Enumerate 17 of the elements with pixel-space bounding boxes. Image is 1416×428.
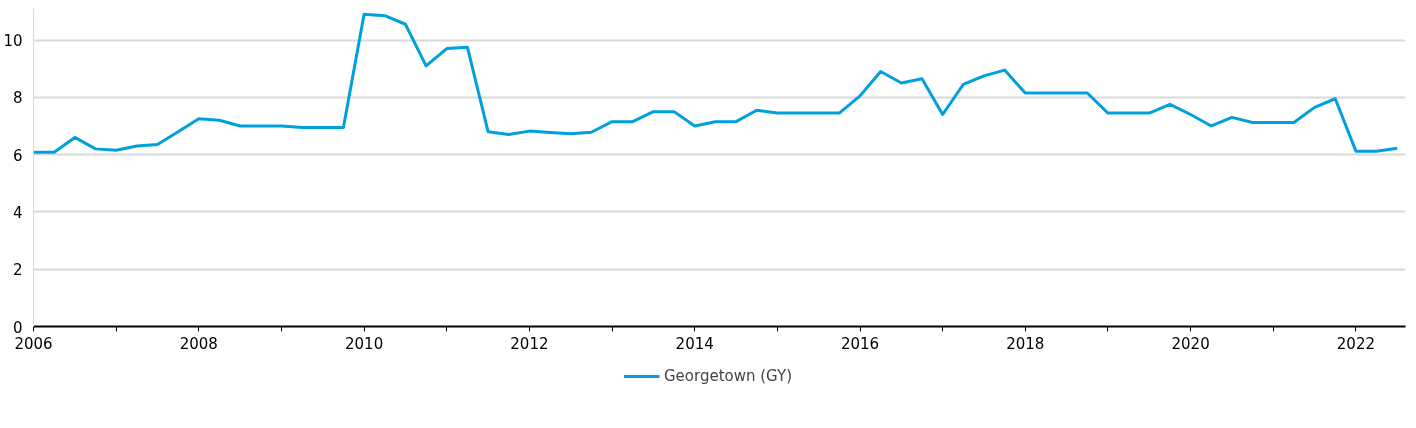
line-series [33, 12, 1399, 154]
y-tick-label: 0 [12, 318, 23, 337]
x-tick-label: 2020 [1171, 334, 1210, 353]
y-tick-label: 2 [12, 261, 23, 280]
x-tick-label: 2010 [345, 334, 384, 353]
y-tick-label: 6 [12, 146, 23, 165]
legend-label: Georgetown (GY) [663, 367, 793, 385]
x-tick-label: 2022 [1336, 334, 1376, 353]
y-tick-label: 8 [12, 89, 23, 108]
x-tick-label: 2014 [675, 334, 714, 353]
y-tick-label: 4 [12, 203, 23, 222]
x-tick-label: 2008 [179, 334, 218, 353]
x-tick-label: 2012 [510, 334, 549, 353]
x-tick-label: 2006 [14, 334, 53, 353]
x-tick-label: 2016 [840, 334, 880, 353]
x-tick-label: 2018 [1006, 334, 1045, 353]
y-tick-label: 10 [3, 32, 23, 51]
